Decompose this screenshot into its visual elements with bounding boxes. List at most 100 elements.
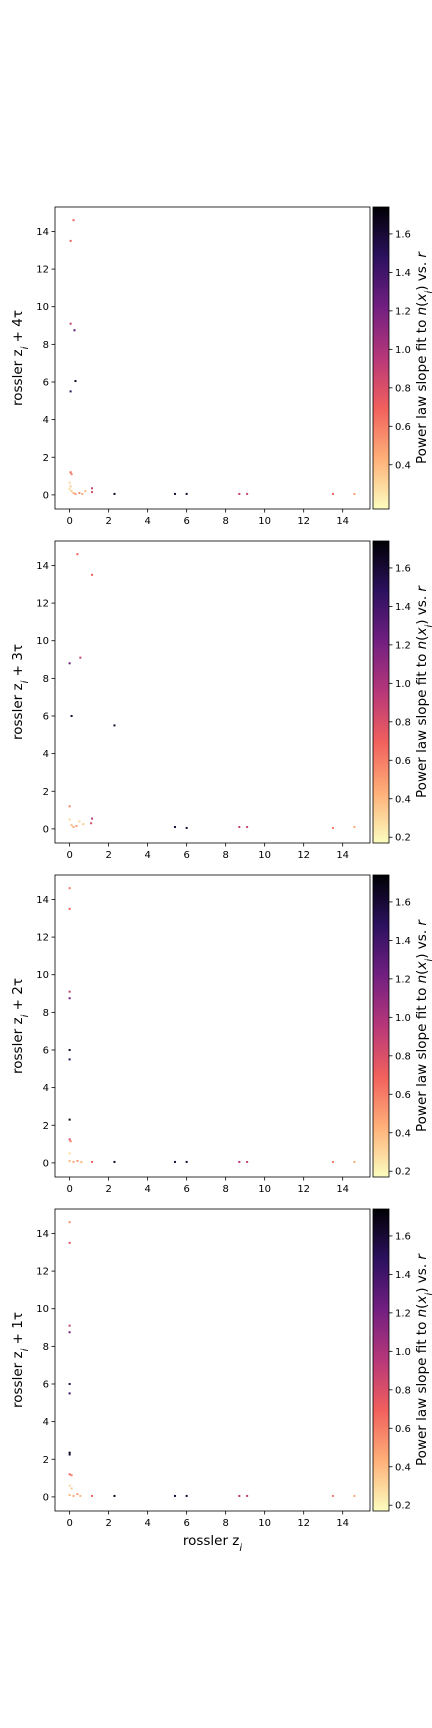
y-tick-label: 4	[43, 749, 49, 760]
data-point	[69, 390, 72, 393]
data-point	[68, 805, 71, 808]
data-point	[68, 907, 71, 910]
data-point	[68, 1152, 71, 1155]
colorbar-tick-label: 1.2	[395, 974, 411, 985]
x-tick-label: 10	[258, 1184, 271, 1195]
x-tick-label: 4	[144, 516, 150, 527]
x-tick-label: 6	[183, 1184, 189, 1195]
y-tick-label: 6	[43, 377, 49, 388]
colorbar-tick-label: 1.6	[395, 1231, 411, 1242]
colorbar-tick-label: 0.2	[395, 833, 411, 844]
x-tick-label: 8	[222, 516, 228, 527]
x-axis-label: rossler zi	[183, 1533, 243, 1554]
data-point	[68, 1484, 71, 1487]
colorbar-tick-label: 0.4	[395, 460, 411, 471]
x-tick-label: 10	[258, 850, 271, 861]
colorbar	[372, 1208, 390, 1512]
x-tick-label: 2	[105, 850, 111, 861]
x-tick-label: 2	[105, 1518, 111, 1529]
data-point	[70, 490, 73, 493]
colorbar-tick-label: 0.8	[395, 1051, 411, 1062]
x-tick-label: 14	[336, 1518, 349, 1529]
colorbar-tick-label: 1.0	[395, 679, 411, 690]
data-point	[173, 492, 176, 495]
data-point	[69, 471, 72, 474]
data-point	[90, 822, 93, 825]
data-point	[353, 1160, 356, 1163]
data-point	[69, 322, 72, 325]
plot-area	[54, 206, 371, 510]
data-point	[68, 1324, 71, 1327]
data-point	[74, 380, 77, 383]
y-tick-label: 14	[36, 1229, 49, 1240]
colorbar-tick-label: 1.2	[395, 1308, 411, 1319]
colorbar-tick-label: 0.6	[395, 1090, 411, 1101]
data-point	[68, 1382, 71, 1385]
data-point	[185, 826, 188, 829]
x-tick-label: 0	[66, 1184, 72, 1195]
plot-area	[54, 1208, 371, 1512]
y-tick-label: 2	[43, 1121, 49, 1132]
x-tick-label: 0	[66, 516, 72, 527]
data-point	[81, 492, 84, 495]
colorbar-label: Power law slope fit to n(xi) vs. r	[414, 585, 432, 798]
y-tick-label: 8	[43, 340, 49, 351]
x-tick-label: 2	[105, 516, 111, 527]
y-tick-label: 4	[43, 415, 49, 426]
data-point	[353, 1494, 356, 1497]
data-point	[79, 656, 82, 659]
x-tick-label: 12	[297, 1518, 310, 1529]
y-tick-label: 12	[36, 1267, 49, 1278]
colorbar-tick-label: 0.2	[395, 1501, 411, 1512]
colorbar-tick-label: 0.2	[395, 1167, 411, 1178]
colorbar-tick-label: 1.4	[395, 268, 411, 279]
data-point	[331, 492, 334, 495]
data-point	[68, 1221, 71, 1224]
data-point	[69, 1140, 72, 1143]
data-point	[68, 1494, 71, 1497]
data-point	[68, 990, 71, 993]
y-tick-label: 4	[43, 1083, 49, 1094]
colorbar-tick-label: 1.0	[395, 1347, 411, 1358]
data-point	[68, 1058, 71, 1061]
y-tick-label: 12	[36, 599, 49, 610]
data-point	[113, 724, 116, 727]
colorbar-tick-label: 1.6	[395, 897, 411, 908]
x-tick-label: 12	[297, 850, 310, 861]
data-point	[72, 826, 75, 829]
data-point	[68, 1392, 71, 1395]
data-point	[72, 219, 75, 222]
data-point	[69, 485, 72, 488]
colorbar	[372, 206, 390, 510]
data-point	[91, 817, 94, 820]
y-tick-label: 10	[36, 1304, 49, 1315]
y-tick-label: 6	[43, 711, 49, 722]
data-point	[173, 826, 176, 829]
data-point	[70, 714, 73, 717]
x-tick-label: 8	[222, 850, 228, 861]
panel-1: 0 2 4 6 8 10 12 14 0 2 4 6 8 10 12 14 rossler zi + 4τ 0.4…	[10, 206, 432, 527]
y-tick-label: 6	[43, 1045, 49, 1056]
y-tick-label: 14	[36, 895, 49, 906]
colorbar-tick-label: 1.2	[395, 306, 411, 317]
data-point	[70, 473, 73, 476]
colorbar-label: Power law slope fit to n(xi) vs. r	[414, 251, 432, 464]
colorbar-tick-label: 0.4	[395, 794, 411, 805]
colorbar-tick-label: 0.8	[395, 1385, 411, 1396]
data-point	[113, 1160, 116, 1163]
data-point	[68, 1451, 71, 1454]
data-point	[68, 1453, 71, 1456]
x-tick-label: 12	[297, 516, 310, 527]
data-point	[353, 492, 356, 495]
colorbar-tick-label: 1.0	[395, 345, 411, 356]
x-tick-label: 12	[297, 1184, 310, 1195]
data-point	[80, 1160, 83, 1163]
data-point	[68, 1241, 71, 1244]
data-point	[75, 825, 78, 828]
data-point	[70, 1487, 73, 1490]
x-tick-label: 14	[336, 1184, 349, 1195]
colorbar-tick-label: 1.4	[395, 602, 411, 613]
data-point	[72, 1160, 75, 1163]
y-tick-label: 2	[43, 787, 49, 798]
y-tick-label: 8	[43, 1342, 49, 1353]
